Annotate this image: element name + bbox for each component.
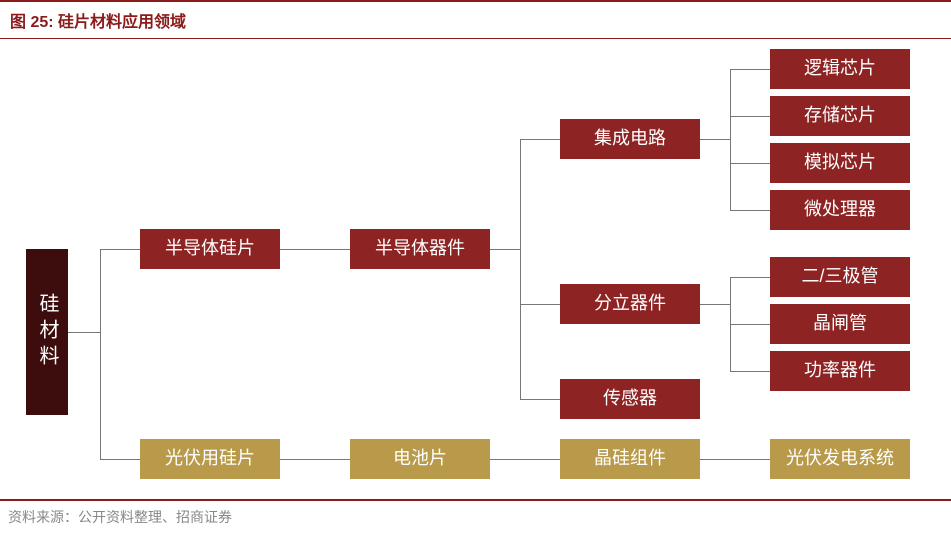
node-semi-device: 半导体器件 bbox=[350, 229, 490, 269]
connector bbox=[100, 459, 140, 460]
connector bbox=[280, 459, 350, 460]
node-memory: 存储芯片 bbox=[770, 96, 910, 136]
node-semi-wafer: 半导体硅片 bbox=[140, 229, 280, 269]
connector bbox=[730, 163, 770, 164]
connector bbox=[730, 324, 770, 325]
connector bbox=[68, 332, 100, 333]
node-cell: 电池片 bbox=[350, 439, 490, 479]
node-discrete: 分立器件 bbox=[560, 284, 700, 324]
connector bbox=[730, 69, 770, 70]
figure-source: 资料来源：公开资料整理、招商证券 bbox=[0, 499, 951, 533]
node-thyristor: 晶闸管 bbox=[770, 304, 910, 344]
figure-title: 硅片材料应用领域 bbox=[58, 14, 186, 31]
connector bbox=[700, 139, 730, 140]
figure-title-bar: 图 25: 硅片材料应用领域 bbox=[0, 0, 951, 39]
connector bbox=[730, 277, 770, 278]
node-mpu: 微处理器 bbox=[770, 190, 910, 230]
connector bbox=[490, 249, 520, 250]
connector bbox=[520, 399, 560, 400]
connector bbox=[730, 210, 770, 211]
connector bbox=[520, 139, 521, 399]
node-logic: 逻辑芯片 bbox=[770, 49, 910, 89]
connector bbox=[490, 459, 560, 460]
node-sensor: 传感器 bbox=[560, 379, 700, 419]
connector bbox=[700, 459, 770, 460]
connector bbox=[100, 249, 101, 459]
source-text: 公开资料整理、招商证券 bbox=[78, 509, 232, 525]
figure-number: 图 25: bbox=[10, 14, 54, 31]
node-module: 晶硅组件 bbox=[560, 439, 700, 479]
node-diode: 二/三极管 bbox=[770, 257, 910, 297]
connector bbox=[730, 116, 770, 117]
node-ic: 集成电路 bbox=[560, 119, 700, 159]
node-pv-wafer: 光伏用硅片 bbox=[140, 439, 280, 479]
connector bbox=[520, 139, 560, 140]
diagram-canvas: 硅材料 半导体硅片 光伏用硅片 半导体器件 电池片 集成电路 分立器件 传感器 … bbox=[0, 39, 951, 499]
node-pv-system: 光伏发电系统 bbox=[770, 439, 910, 479]
node-root: 硅材料 bbox=[26, 249, 68, 415]
connector bbox=[520, 304, 560, 305]
connector bbox=[100, 249, 140, 250]
node-analog: 模拟芯片 bbox=[770, 143, 910, 183]
source-label: 资料来源： bbox=[8, 509, 78, 525]
connector bbox=[280, 249, 350, 250]
connector bbox=[730, 371, 770, 372]
connector bbox=[700, 304, 730, 305]
node-power: 功率器件 bbox=[770, 351, 910, 391]
connector bbox=[730, 69, 731, 210]
